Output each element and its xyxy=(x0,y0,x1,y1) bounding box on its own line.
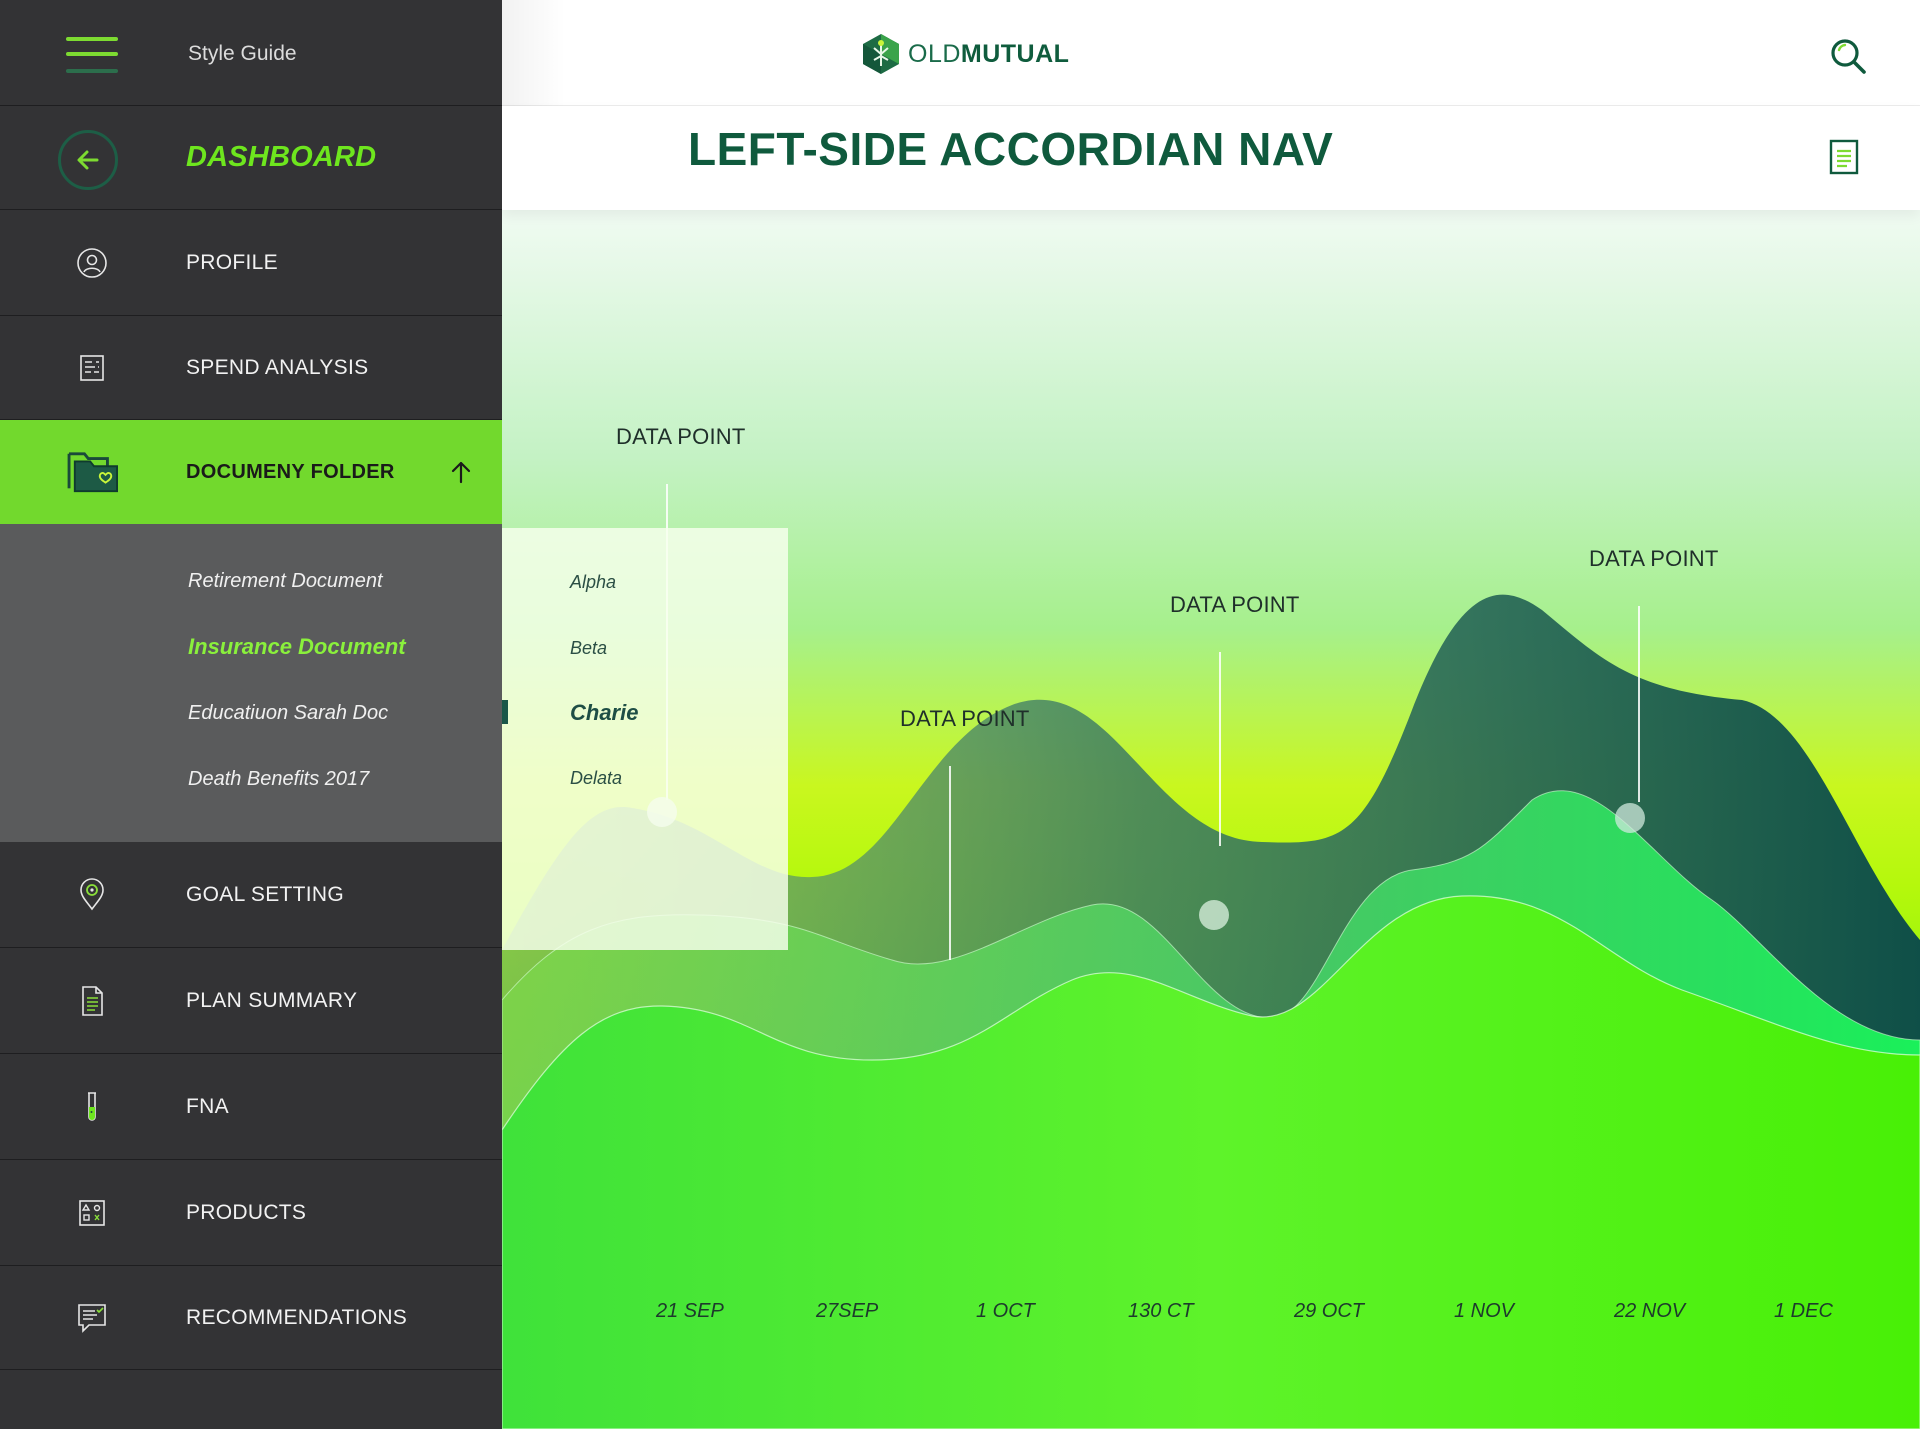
data-point-label: DATA POINT xyxy=(1170,592,1300,617)
x-axis-tick: 21 SEP xyxy=(656,1300,724,1322)
submenu-item-insurance[interactable]: Insurance Document xyxy=(188,634,406,659)
sidebar-item-dashboard[interactable]: DASHBOARD xyxy=(0,106,502,210)
main-content: DATA POINT DATA POINT DATA POINT DATA PO… xyxy=(502,0,1920,1429)
search-icon[interactable] xyxy=(1828,36,1868,76)
dropdown-item-beta[interactable]: Beta xyxy=(570,638,608,658)
dashboard-label: DASHBOARD xyxy=(186,141,377,173)
submenu-item-death-benefits[interactable]: Death Benefits 2017 xyxy=(188,768,370,790)
report-icon xyxy=(72,348,112,388)
submenu-item-education[interactable]: Educatiuon Sarah Doc xyxy=(188,702,389,724)
data-point-label: DATA POINT xyxy=(1589,546,1719,571)
document-folder-submenu: Retirement Document Insurance Document E… xyxy=(0,524,502,842)
sidebar-item-label: PRODUCTS xyxy=(186,1200,307,1224)
data-point-marker-3 xyxy=(1615,803,1645,833)
test-tube-icon xyxy=(72,1087,112,1127)
x-axis-tick: 1 OCT xyxy=(976,1300,1035,1322)
page-title: LEFT-SIDE ACCORDIAN NAV xyxy=(688,123,1334,175)
sidebar: Style Guide DASHBOARD PROFILE SPEND ANAL… xyxy=(0,0,502,1429)
sidebar-item-goal-setting[interactable]: GOAL SETTING xyxy=(0,842,502,948)
area-series-front xyxy=(502,895,1920,1429)
shapes-icon xyxy=(72,1193,112,1233)
series-dropdown: Alpha Beta Charie Delata xyxy=(502,528,788,950)
x-axis-tick: 1 DEC xyxy=(1774,1300,1833,1322)
x-axis-tick: 130 CT xyxy=(1128,1300,1194,1322)
x-axis-tick: 1 NOV xyxy=(1454,1300,1515,1322)
sidebar-item-document-folder[interactable]: DOCUMENY FOLDER xyxy=(0,420,502,524)
title-bar: LEFT-SIDE ACCORDIAN NAV xyxy=(502,106,1920,210)
top-header: OLDMUTUAL xyxy=(502,0,1920,106)
dropdown-item-delata[interactable]: Delata xyxy=(570,768,623,788)
sidebar-item-fna[interactable]: FNA xyxy=(0,1054,502,1160)
style-guide-label: Style Guide xyxy=(188,42,297,65)
sidebar-item-plan-summary[interactable]: PLAN SUMMARY xyxy=(0,948,502,1054)
area-chart xyxy=(502,484,1920,1429)
sidebar-item-label: SPEND ANALYSIS xyxy=(186,355,369,379)
logo-text: OLDMUTUAL xyxy=(908,39,1070,68)
sidebar-header: Style Guide xyxy=(0,0,502,106)
submenu-item-retirement[interactable]: Retirement Document xyxy=(188,570,383,592)
data-point-marker-2 xyxy=(1199,900,1229,930)
document-icon xyxy=(72,981,112,1021)
back-arrow-icon[interactable] xyxy=(58,130,118,190)
sidebar-item-label: FNA xyxy=(186,1094,229,1118)
sidebar-item-label: DOCUMENY FOLDER xyxy=(186,460,395,483)
sidebar-item-label: PLAN SUMMARY xyxy=(186,988,358,1012)
data-point-label: DATA POINT xyxy=(900,706,1030,731)
x-axis-tick: 22 NOV xyxy=(1614,1300,1686,1322)
hamburger-menu-icon[interactable] xyxy=(66,37,118,75)
folder-heart-icon xyxy=(64,447,124,497)
x-axis-tick: 27SEP xyxy=(816,1300,879,1322)
dropdown-item-alpha[interactable]: Alpha xyxy=(570,572,617,592)
sidebar-item-label: RECOMMENDATIONS xyxy=(186,1305,408,1329)
chat-list-icon xyxy=(72,1298,112,1338)
sidebar-item-recommendations[interactable]: RECOMMENDATIONS xyxy=(0,1266,502,1370)
chevron-up-icon[interactable] xyxy=(448,459,474,485)
dropdown-selection-marker xyxy=(502,700,508,724)
sidebar-item-label: GOAL SETTING xyxy=(186,882,345,906)
old-mutual-logo[interactable]: OLDMUTUAL xyxy=(860,32,1069,76)
sidebar-item-spend-analysis[interactable]: SPEND ANALYSIS xyxy=(0,316,502,420)
document-list-icon[interactable] xyxy=(1828,138,1860,176)
location-pin-icon xyxy=(72,875,112,915)
sidebar-item-label: PROFILE xyxy=(186,250,278,274)
sidebar-item-products[interactable]: PRODUCTS xyxy=(0,1160,502,1266)
sidebar-item-profile[interactable]: PROFILE xyxy=(0,210,502,316)
x-axis-tick: 29 OCT xyxy=(1294,1300,1365,1322)
dropdown-item-charie[interactable]: Charie xyxy=(570,700,639,725)
data-point-label: DATA POINT xyxy=(616,424,746,449)
user-icon xyxy=(72,243,112,283)
old-mutual-logo-icon xyxy=(863,34,899,74)
